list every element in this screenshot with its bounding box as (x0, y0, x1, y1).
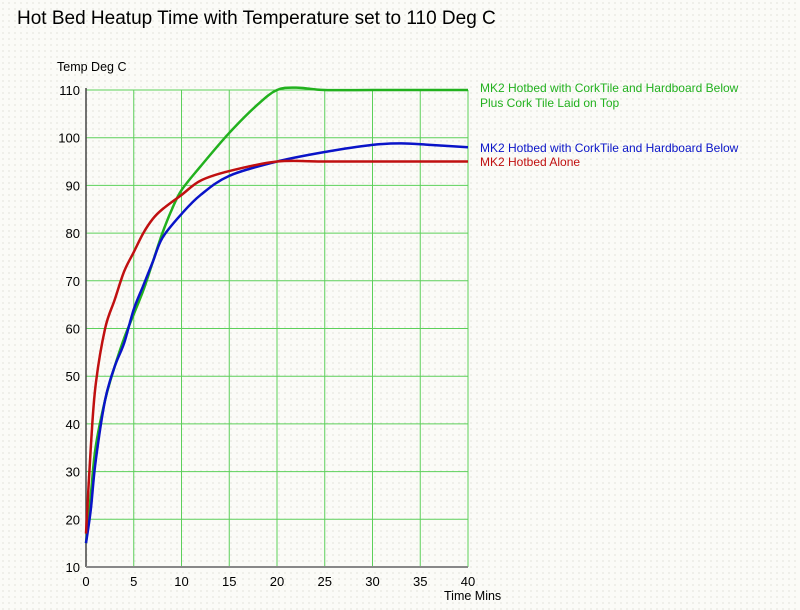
x-tick-label: 15 (222, 574, 236, 589)
x-tick-label: 35 (413, 574, 427, 589)
y-tick-label: 90 (66, 178, 80, 193)
y-tick-label: 60 (66, 322, 80, 337)
y-tick-label: 50 (66, 369, 80, 384)
x-axis-label: Time Mins (444, 589, 501, 603)
chart-title: Hot Bed Heatup Time with Temperature set… (17, 8, 496, 29)
x-tick-label: 30 (365, 574, 379, 589)
x-tick-label: 10 (174, 574, 188, 589)
y-tick-label: 80 (66, 226, 80, 241)
x-tick-label: 5 (130, 574, 137, 589)
y-tick-label: 40 (66, 417, 80, 432)
legend-entry-2: MK2 Hotbed with CorkTile and Hardboard B… (480, 141, 739, 155)
y-tick-label: 70 (66, 274, 80, 289)
series-line-2 (84, 142, 469, 544)
x-tick-label: 40 (461, 574, 475, 589)
y-tick-label: 110 (59, 83, 80, 98)
y-tick-label: 10 (66, 560, 80, 575)
legend-entry-1: MK2 Hotbed with CorkTile and Hardboard B… (480, 81, 739, 95)
y-tick-label: 30 (66, 465, 80, 480)
y-tick-label: 20 (66, 512, 80, 527)
y-axis-label: Temp Deg C (57, 60, 126, 74)
legend-entry-1-line2: Plus Cork Tile Laid on Top (480, 96, 620, 110)
x-tick-label: 0 (82, 574, 89, 589)
series-line-3 (84, 159, 468, 534)
x-tick-label: 25 (318, 574, 332, 589)
legend-entry-3: MK2 Hotbed Alone (480, 155, 580, 169)
y-tick-label: 100 (58, 131, 80, 146)
x-tick-label: 20 (270, 574, 284, 589)
